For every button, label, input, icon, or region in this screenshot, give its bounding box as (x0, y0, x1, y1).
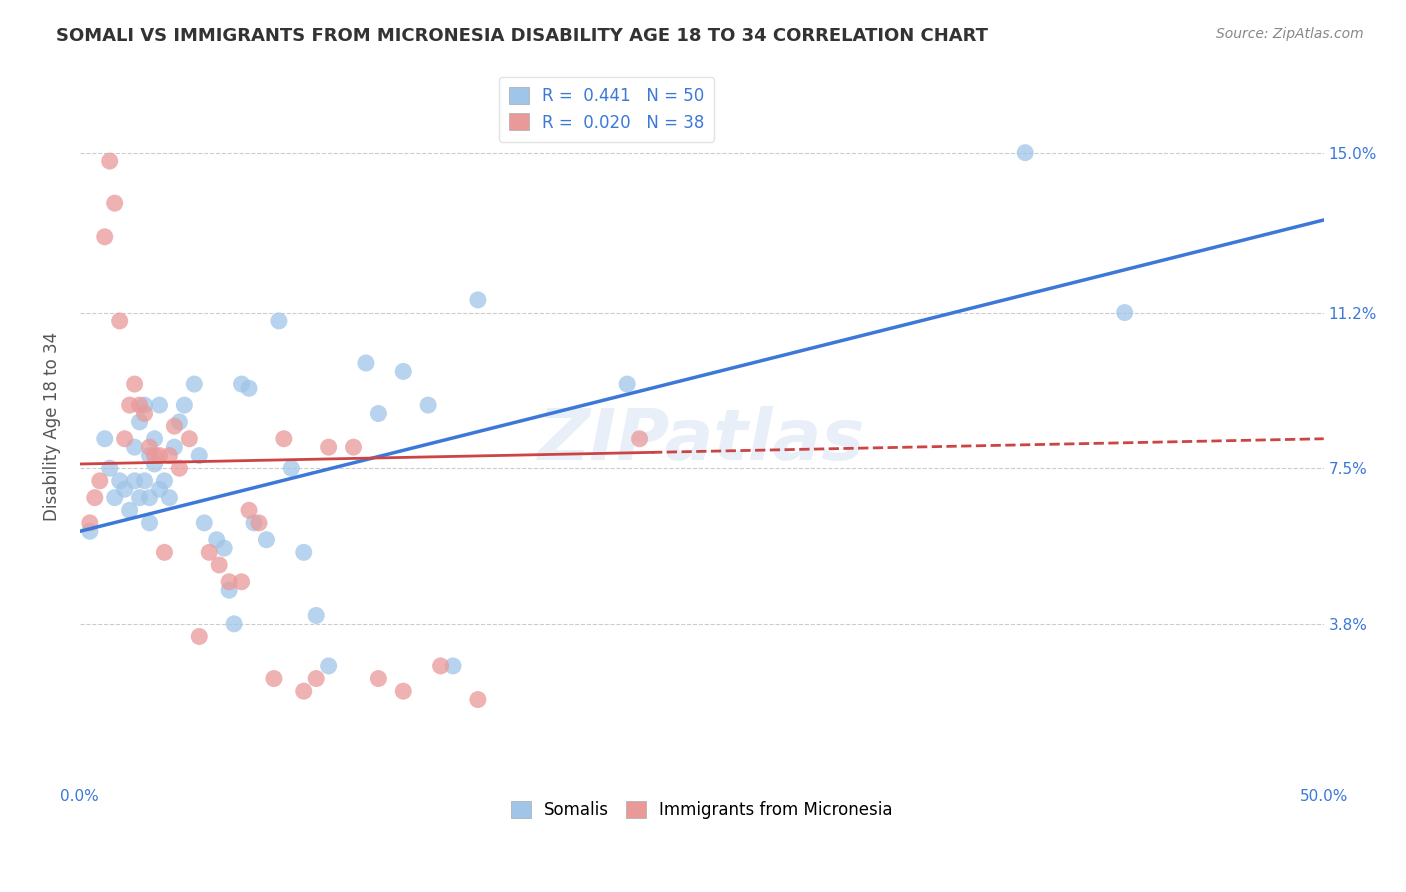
Point (205, 533, 228, 547)
Point (153, 545, 176, 559)
Point (367, 672, 389, 686)
Point (1014, 145, 1036, 160)
Point (79, 516, 101, 530)
Point (305, 608, 328, 623)
Point (124, 474, 146, 488)
Point (89, 474, 111, 488)
Point (231, 574, 253, 589)
Point (148, 398, 170, 412)
Point (256, 533, 278, 547)
Point (305, 672, 328, 686)
Point (138, 516, 160, 530)
Point (238, 503, 260, 517)
Point (354, 356, 377, 370)
Point (118, 398, 141, 412)
Point (128, 491, 150, 505)
Point (108, 314, 131, 328)
Point (367, 407, 389, 421)
Point (188, 630, 211, 644)
Point (79, 524, 101, 539)
Point (159, 449, 181, 463)
Point (247, 516, 270, 530)
Point (179, 432, 201, 446)
Point (263, 672, 285, 686)
Point (128, 398, 150, 412)
Point (134, 474, 156, 488)
Point (267, 314, 290, 328)
Point (153, 474, 176, 488)
Point (108, 474, 131, 488)
Point (392, 364, 415, 378)
Text: Source: ZipAtlas.com: Source: ZipAtlas.com (1216, 27, 1364, 41)
Y-axis label: Disability Age 18 to 34: Disability Age 18 to 34 (44, 332, 60, 521)
Point (318, 659, 340, 673)
Point (183, 377, 205, 392)
Point (429, 659, 451, 673)
Point (114, 432, 136, 446)
Point (193, 516, 215, 530)
Point (114, 482, 136, 496)
Point (441, 659, 464, 673)
Point (143, 457, 166, 471)
Point (143, 432, 166, 446)
Point (628, 432, 651, 446)
Point (418, 398, 440, 412)
Point (280, 461, 302, 475)
Point (143, 449, 166, 463)
Point (392, 684, 415, 698)
Point (93, 229, 115, 244)
Point (128, 415, 150, 429)
Point (138, 491, 160, 505)
Point (134, 398, 156, 412)
Point (173, 398, 195, 412)
Point (208, 558, 231, 572)
Point (169, 461, 191, 475)
Point (243, 516, 266, 530)
Point (212, 541, 235, 556)
Point (163, 440, 186, 454)
Point (134, 407, 156, 421)
Legend: Somalis, Immigrants from Micronesia: Somalis, Immigrants from Micronesia (505, 794, 900, 825)
Point (188, 449, 211, 463)
Point (467, 692, 489, 706)
Point (169, 415, 191, 429)
Point (98, 154, 121, 169)
Point (292, 684, 315, 698)
Point (83, 491, 105, 505)
Point (148, 449, 170, 463)
Point (159, 491, 181, 505)
Point (124, 440, 146, 454)
Point (124, 377, 146, 392)
Point (224, 616, 246, 631)
Point (163, 419, 186, 434)
Point (318, 440, 340, 454)
Text: ZIPatlas: ZIPatlas (538, 406, 866, 475)
Point (292, 545, 315, 559)
Text: SOMALI VS IMMIGRANTS FROM MICRONESIA DISABILITY AGE 18 TO 34 CORRELATION CHART: SOMALI VS IMMIGRANTS FROM MICRONESIA DIS… (56, 27, 988, 45)
Point (138, 440, 160, 454)
Point (198, 545, 221, 559)
Point (467, 293, 489, 307)
Point (616, 377, 638, 392)
Point (104, 491, 127, 505)
Point (231, 377, 253, 392)
Point (342, 440, 364, 454)
Point (1114, 305, 1136, 319)
Point (104, 196, 127, 211)
Point (93, 432, 115, 446)
Point (218, 583, 240, 598)
Point (218, 574, 240, 589)
Point (148, 482, 170, 496)
Point (273, 432, 295, 446)
Point (238, 381, 260, 395)
Point (138, 449, 160, 463)
Point (98, 461, 121, 475)
Point (118, 503, 141, 517)
